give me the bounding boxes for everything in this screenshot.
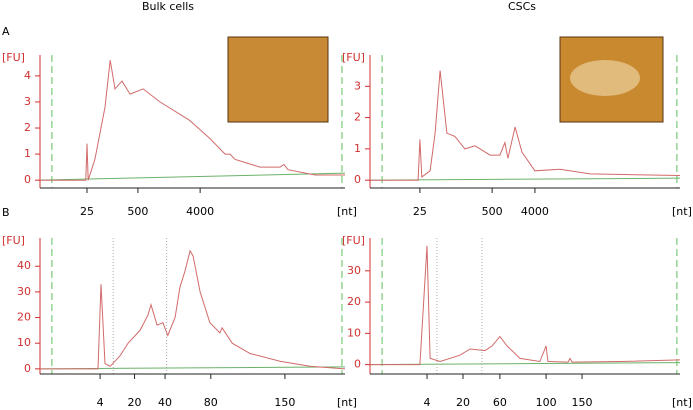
- x-tick-label: 25: [413, 205, 427, 218]
- y-tick-label: 0: [354, 173, 361, 186]
- y-tick-label: 20: [347, 295, 361, 308]
- x-tick-label: 20: [456, 396, 470, 409]
- y-tick-label: 0: [24, 173, 31, 186]
- x-tick-label: 4000: [521, 205, 549, 218]
- x-tick-label: 500: [127, 205, 148, 218]
- x-tick-label: 100: [536, 396, 557, 409]
- micrograph-inset: [227, 36, 329, 123]
- column-title: Bulk cells: [142, 0, 194, 13]
- x-tick-label: 4000: [186, 205, 214, 218]
- y-tick-label: 4: [24, 69, 31, 82]
- baseline: [369, 362, 681, 366]
- y-tick-label: 40: [17, 259, 31, 272]
- y-tick-label: 3: [24, 95, 31, 108]
- panel-label: B: [2, 206, 10, 219]
- x-tick-label: 20: [128, 396, 142, 409]
- y-tick-label: 0: [24, 362, 31, 375]
- x-tick-label: 80: [204, 396, 218, 409]
- baseline: [369, 177, 681, 181]
- y-tick-label: 1: [24, 147, 31, 160]
- y-tick-label: 30: [347, 264, 361, 277]
- y-axis-label: [FU]: [342, 234, 365, 247]
- x-axis-label: [nt]: [337, 396, 357, 409]
- x-axis-label: [nt]: [672, 396, 692, 409]
- y-axis-label: [FU]: [2, 51, 25, 64]
- x-tick-label: 25: [80, 205, 94, 218]
- y-tick-label: 2: [24, 121, 31, 134]
- panel-label: A: [2, 25, 10, 38]
- trace-line: [40, 249, 346, 370]
- trace-line: [370, 70, 681, 181]
- y-tick-label: 10: [347, 326, 361, 339]
- x-tick-label: 60: [493, 396, 507, 409]
- y-axis-label: [FU]: [2, 234, 25, 247]
- x-axis-label: [nt]: [337, 205, 357, 218]
- y-tick-label: 10: [17, 336, 31, 349]
- baseline: [39, 172, 346, 181]
- x-tick-label: 4: [424, 396, 431, 409]
- trace-line: [370, 245, 681, 366]
- x-tick-label: 150: [572, 396, 593, 409]
- trace-line: [40, 60, 345, 181]
- column-title: CSCs: [508, 0, 536, 13]
- y-tick-label: 0: [354, 358, 361, 371]
- y-axis-label: [FU]: [342, 51, 365, 64]
- x-tick-label: 4: [97, 396, 104, 409]
- x-tick-label: 150: [274, 396, 295, 409]
- y-tick-label: 30: [17, 285, 31, 298]
- y-tick-label: 20: [17, 311, 31, 324]
- y-tick-label: 1: [354, 142, 361, 155]
- x-axis-label: [nt]: [672, 205, 692, 218]
- cell-cluster: [570, 60, 640, 96]
- y-tick-label: 3: [354, 79, 361, 92]
- x-tick-label: 500: [482, 205, 503, 218]
- x-tick-label: 40: [158, 396, 172, 409]
- y-tick-label: 2: [354, 111, 361, 124]
